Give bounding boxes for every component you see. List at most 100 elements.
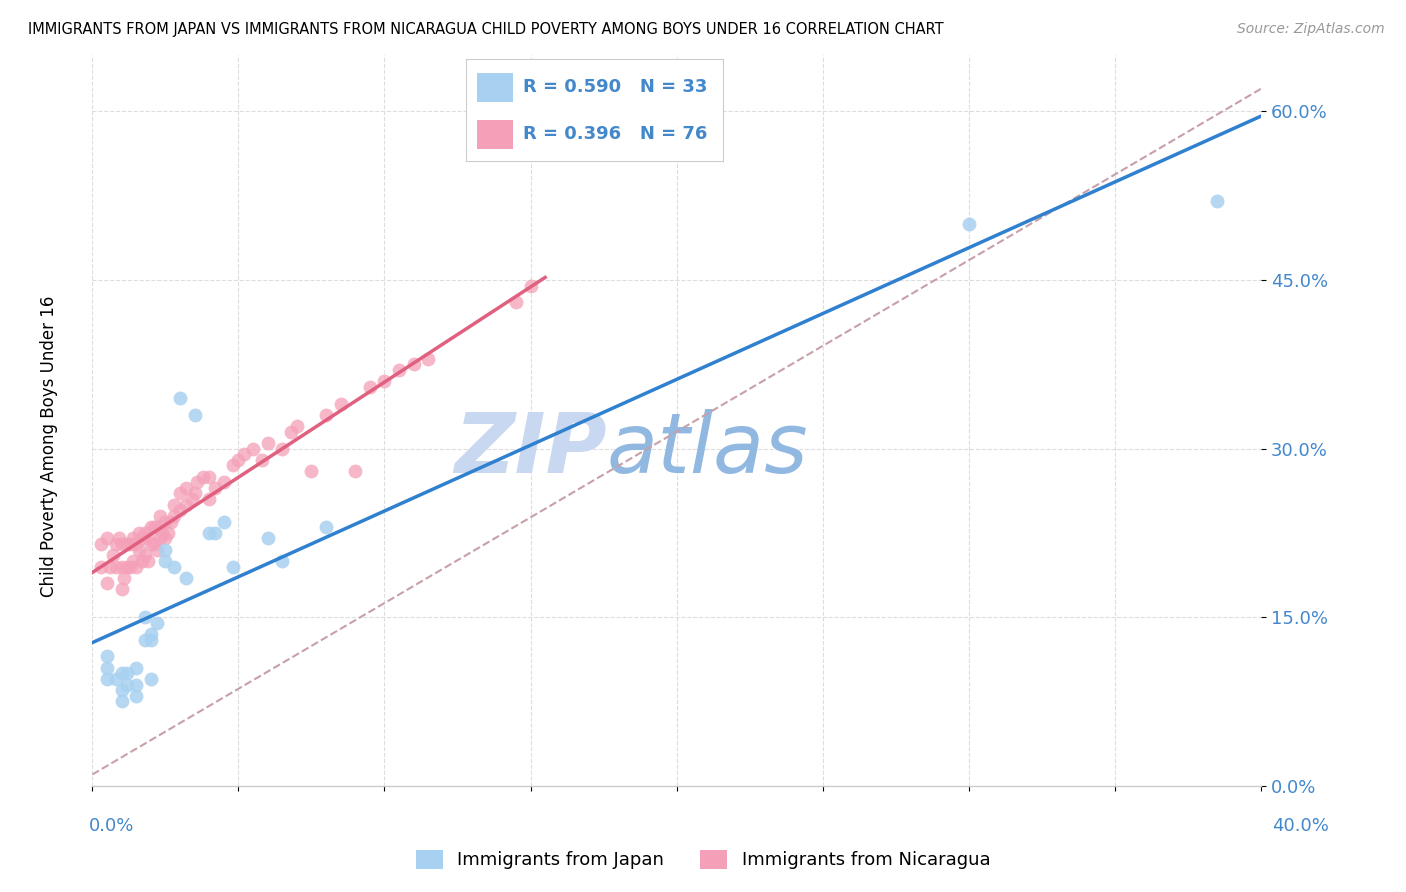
Point bbox=[183, 408, 205, 422]
Point bbox=[104, 672, 127, 686]
Point bbox=[128, 542, 150, 557]
Point bbox=[145, 520, 167, 534]
Text: 0.0%: 0.0% bbox=[89, 817, 134, 835]
Text: 40.0%: 40.0% bbox=[1272, 817, 1329, 835]
Point bbox=[315, 520, 337, 534]
Point bbox=[134, 610, 156, 624]
Point bbox=[136, 532, 159, 546]
Point bbox=[180, 492, 202, 507]
Point bbox=[169, 503, 191, 517]
Point bbox=[204, 525, 226, 540]
Point bbox=[388, 363, 411, 377]
Point bbox=[183, 486, 205, 500]
Point bbox=[134, 549, 156, 563]
Point bbox=[212, 515, 235, 529]
Point bbox=[120, 537, 142, 551]
Point bbox=[212, 475, 235, 490]
Point bbox=[155, 515, 177, 529]
Point bbox=[117, 666, 139, 681]
Point bbox=[139, 672, 162, 686]
Point bbox=[169, 391, 191, 405]
Point bbox=[101, 549, 124, 563]
Point bbox=[96, 576, 118, 591]
Point bbox=[125, 661, 148, 675]
Point bbox=[134, 632, 156, 647]
Point bbox=[193, 469, 215, 483]
Point bbox=[110, 694, 132, 708]
Point bbox=[110, 683, 132, 698]
Point bbox=[204, 481, 226, 495]
Point bbox=[110, 666, 132, 681]
Text: ZIP: ZIP bbox=[454, 409, 606, 490]
Point bbox=[242, 442, 264, 456]
Point bbox=[96, 649, 118, 664]
Point bbox=[519, 278, 541, 293]
Point bbox=[96, 532, 118, 546]
Point bbox=[160, 515, 183, 529]
Point bbox=[96, 672, 118, 686]
Point bbox=[98, 559, 121, 574]
Point bbox=[145, 542, 167, 557]
Point bbox=[271, 442, 294, 456]
Point bbox=[125, 537, 148, 551]
Point bbox=[136, 554, 159, 568]
Point bbox=[233, 447, 256, 461]
Point bbox=[148, 532, 170, 546]
Point bbox=[418, 351, 440, 366]
Point bbox=[198, 525, 221, 540]
Point bbox=[131, 554, 153, 568]
Point bbox=[131, 532, 153, 546]
Point bbox=[198, 469, 221, 483]
Point bbox=[117, 559, 139, 574]
Point bbox=[250, 452, 273, 467]
Point bbox=[117, 537, 139, 551]
Text: IMMIGRANTS FROM JAPAN VS IMMIGRANTS FROM NICARAGUA CHILD POVERTY AMONG BOYS UNDE: IMMIGRANTS FROM JAPAN VS IMMIGRANTS FROM… bbox=[28, 22, 943, 37]
Point bbox=[344, 464, 367, 478]
Point bbox=[90, 559, 112, 574]
Point bbox=[96, 661, 118, 675]
Point bbox=[163, 498, 186, 512]
Point bbox=[301, 464, 323, 478]
Point bbox=[122, 554, 145, 568]
Point bbox=[285, 419, 308, 434]
Point bbox=[163, 559, 186, 574]
Point bbox=[186, 475, 208, 490]
Point bbox=[155, 542, 177, 557]
Point bbox=[1206, 194, 1229, 209]
Point bbox=[315, 408, 337, 422]
Legend: Immigrants from Japan, Immigrants from Nicaragua: Immigrants from Japan, Immigrants from N… bbox=[406, 841, 1000, 879]
Point bbox=[110, 582, 132, 596]
Point bbox=[256, 436, 278, 450]
Point bbox=[155, 554, 177, 568]
Point bbox=[174, 571, 197, 585]
Point bbox=[142, 520, 165, 534]
Point bbox=[134, 525, 156, 540]
Point bbox=[114, 571, 136, 585]
Text: Source: ZipAtlas.com: Source: ZipAtlas.com bbox=[1237, 22, 1385, 37]
Point bbox=[271, 554, 294, 568]
Point bbox=[329, 396, 352, 410]
Point bbox=[373, 374, 395, 388]
Point bbox=[104, 559, 127, 574]
Point bbox=[139, 632, 162, 647]
Point bbox=[117, 677, 139, 691]
Point bbox=[142, 537, 165, 551]
Point bbox=[280, 425, 302, 439]
Point bbox=[122, 532, 145, 546]
Point bbox=[198, 492, 221, 507]
Point bbox=[174, 498, 197, 512]
Point bbox=[152, 525, 174, 540]
Point bbox=[148, 508, 170, 523]
Point bbox=[139, 537, 162, 551]
Point bbox=[174, 481, 197, 495]
Point bbox=[120, 559, 142, 574]
Point bbox=[128, 525, 150, 540]
Point bbox=[125, 677, 148, 691]
Point bbox=[139, 627, 162, 641]
Point bbox=[163, 508, 186, 523]
Text: Child Poverty Among Boys Under 16: Child Poverty Among Boys Under 16 bbox=[41, 295, 58, 597]
Point bbox=[169, 486, 191, 500]
Point bbox=[125, 689, 148, 703]
Point bbox=[110, 559, 132, 574]
Point bbox=[139, 520, 162, 534]
